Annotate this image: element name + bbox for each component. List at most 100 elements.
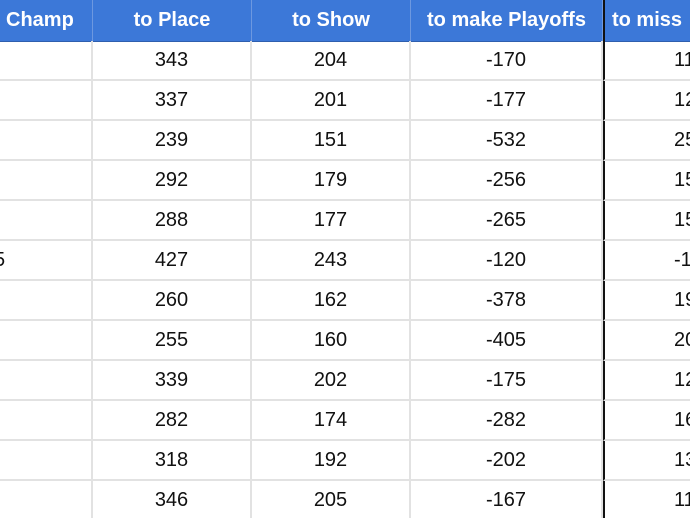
cell-value: -265 [485, 208, 527, 231]
cell-to-miss[interactable]: 19 [603, 281, 690, 321]
cell-to-place[interactable]: 427 [93, 241, 252, 281]
cell-to-miss[interactable]: 12 [603, 81, 690, 121]
cell-value: -12 [674, 248, 690, 271]
cell-champ[interactable] [0, 201, 93, 241]
cell-to-show[interactable]: 204 [252, 41, 411, 81]
cell-value: 19 [674, 288, 690, 311]
cell-to-miss[interactable]: 25 [603, 121, 690, 161]
cell-champ[interactable] [0, 481, 93, 518]
cell-value: 243 [313, 248, 348, 271]
cell-champ[interactable]: 5 [0, 241, 93, 281]
cell-to-place[interactable]: 260 [93, 281, 252, 321]
cell-to-show[interactable]: 205 [252, 481, 411, 518]
header-to-miss[interactable]: to miss [603, 0, 690, 41]
cell-value: 151 [313, 128, 348, 151]
cell-to-miss[interactable]: 16 [603, 401, 690, 441]
cell-to-make-playoffs[interactable]: -532 [411, 121, 603, 161]
cell-value: 260 [154, 288, 189, 311]
header-row: Champ to Place to Show to make Playoffs … [0, 0, 690, 42]
cell-champ[interactable] [0, 161, 93, 201]
cell-value: 288 [154, 208, 189, 231]
cell-value: 16 [674, 408, 690, 431]
table-row: 5 427 243 -120 -12 [0, 241, 690, 281]
cell-champ[interactable] [0, 81, 93, 121]
cell-champ[interactable] [0, 321, 93, 361]
cell-value: -532 [485, 128, 527, 151]
cell-to-miss[interactable]: 15 [603, 161, 690, 201]
cell-to-place[interactable]: 288 [93, 201, 252, 241]
table-row: 346 205 -167 11 [0, 481, 690, 518]
cell-value: 11 [674, 48, 690, 71]
cell-value: 20 [674, 328, 690, 351]
cell-to-place[interactable]: 346 [93, 481, 252, 518]
cell-to-place[interactable]: 343 [93, 41, 252, 81]
cell-to-show[interactable]: 243 [252, 241, 411, 281]
cell-value: 337 [154, 88, 189, 111]
cell-champ[interactable] [0, 441, 93, 481]
cell-to-show[interactable]: 174 [252, 401, 411, 441]
cell-value: -378 [485, 288, 527, 311]
cell-to-place[interactable]: 318 [93, 441, 252, 481]
cell-champ[interactable] [0, 121, 93, 161]
cell-to-place[interactable]: 282 [93, 401, 252, 441]
cell-to-miss[interactable]: 13 [603, 441, 690, 481]
header-to-make-playoffs[interactable]: to make Playoffs [411, 0, 603, 41]
cell-to-show[interactable]: 151 [252, 121, 411, 161]
cell-to-miss[interactable]: 11 [603, 41, 690, 81]
cell-value: 179 [313, 168, 348, 191]
cell-value: 15 [674, 168, 690, 191]
cell-to-make-playoffs[interactable]: -202 [411, 441, 603, 481]
cell-to-place[interactable]: 337 [93, 81, 252, 121]
cell-to-place[interactable]: 292 [93, 161, 252, 201]
table-row: 282 174 -282 16 [0, 401, 690, 441]
cell-value: 346 [154, 488, 189, 511]
cell-value: -177 [485, 88, 527, 111]
cell-value: 202 [313, 368, 348, 391]
cell-to-miss[interactable]: -12 [603, 241, 690, 281]
cell-to-miss[interactable]: 20 [603, 321, 690, 361]
table-row: 292 179 -256 15 [0, 161, 690, 201]
cell-to-make-playoffs[interactable]: -405 [411, 321, 603, 361]
cell-to-miss[interactable]: 12 [603, 361, 690, 401]
header-to-show[interactable]: to Show [252, 0, 411, 41]
cell-champ[interactable] [0, 41, 93, 81]
cell-to-miss[interactable]: 11 [603, 481, 690, 518]
header-champ[interactable]: Champ [0, 0, 93, 41]
cell-value: -202 [485, 448, 527, 471]
table-row: 288 177 -265 15 [0, 201, 690, 241]
header-to-place[interactable]: to Place [93, 0, 252, 41]
cell-to-show[interactable]: 201 [252, 81, 411, 121]
cell-to-make-playoffs[interactable]: -378 [411, 281, 603, 321]
cell-value: -256 [485, 168, 527, 191]
cell-value: 427 [154, 248, 189, 271]
cell-to-miss[interactable]: 15 [603, 201, 690, 241]
cell-to-show[interactable]: 160 [252, 321, 411, 361]
cell-value: 177 [313, 208, 348, 231]
cell-value: 174 [313, 408, 348, 431]
cell-to-make-playoffs[interactable]: -282 [411, 401, 603, 441]
cell-to-show[interactable]: 202 [252, 361, 411, 401]
cell-value: 339 [154, 368, 189, 391]
cell-champ[interactable] [0, 281, 93, 321]
cell-champ[interactable] [0, 401, 93, 441]
cell-to-show[interactable]: 192 [252, 441, 411, 481]
cell-to-make-playoffs[interactable]: -265 [411, 201, 603, 241]
cell-to-show[interactable]: 179 [252, 161, 411, 201]
cell-to-place[interactable]: 339 [93, 361, 252, 401]
cell-value: 5 [0, 249, 5, 272]
cell-champ[interactable] [0, 361, 93, 401]
cell-value: 292 [154, 168, 189, 191]
cell-to-make-playoffs[interactable]: -177 [411, 81, 603, 121]
cell-to-make-playoffs[interactable]: -175 [411, 361, 603, 401]
cell-to-place[interactable]: 255 [93, 321, 252, 361]
cell-to-place[interactable]: 239 [93, 121, 252, 161]
cell-to-show[interactable]: 162 [252, 281, 411, 321]
cell-to-make-playoffs[interactable]: -170 [411, 41, 603, 81]
cell-value: -170 [485, 48, 527, 71]
cell-to-make-playoffs[interactable]: -120 [411, 241, 603, 281]
cell-to-show[interactable]: 177 [252, 201, 411, 241]
table-row: 343 204 -170 11 [0, 41, 690, 81]
cell-to-make-playoffs[interactable]: -256 [411, 161, 603, 201]
cell-to-make-playoffs[interactable]: -167 [411, 481, 603, 518]
cell-value: 205 [313, 488, 348, 511]
